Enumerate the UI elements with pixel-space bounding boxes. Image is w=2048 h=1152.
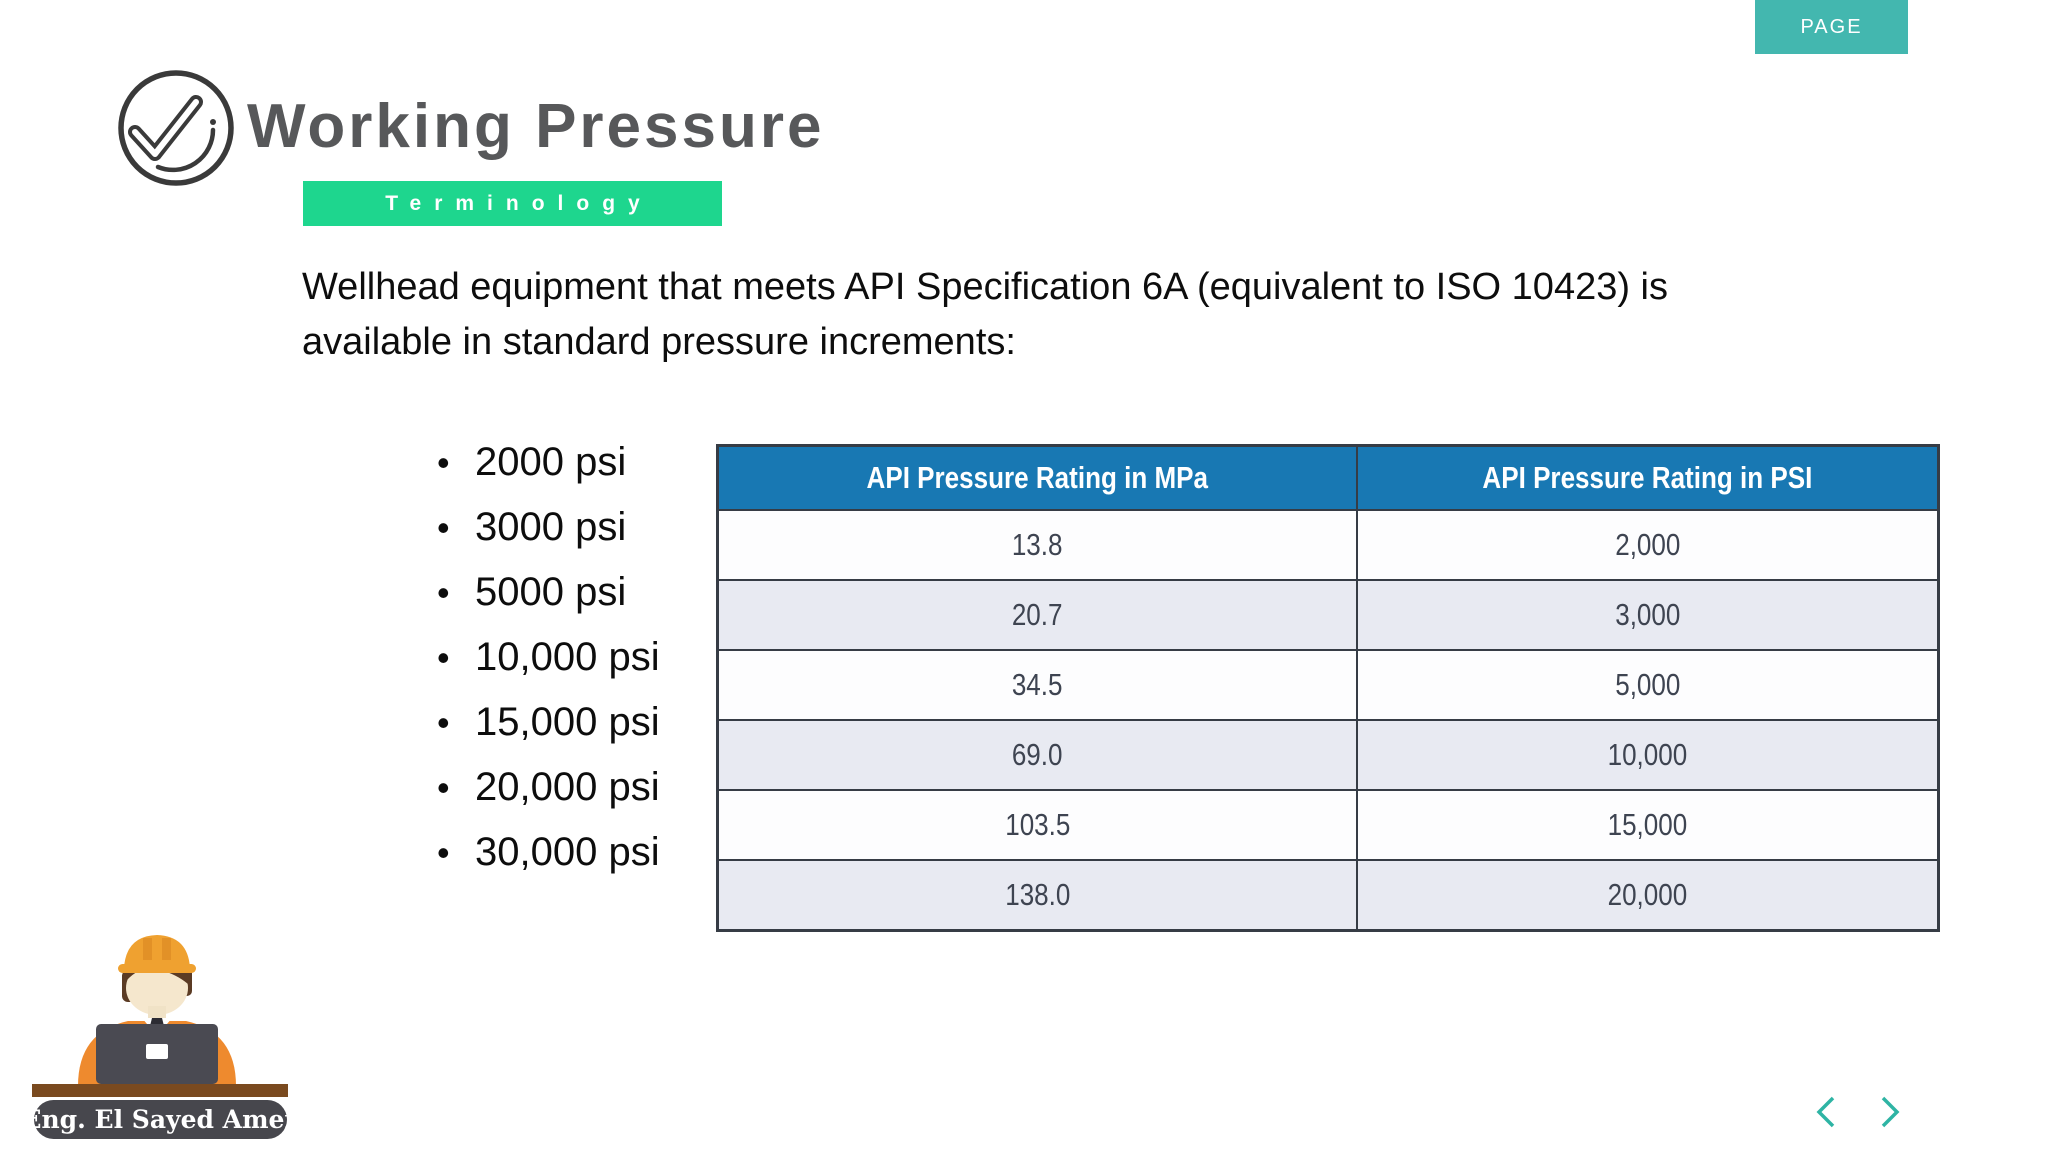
cell-value: 15,000: [1607, 807, 1688, 842]
cell-value: 20.7: [1012, 597, 1063, 632]
table-cell: 3,000: [1355, 579, 1940, 651]
author-badge-background: [34, 1100, 287, 1139]
list-item: 20,000 psi: [437, 755, 660, 820]
cell-value: 20,000: [1607, 877, 1688, 912]
list-item: 30,000 psi: [437, 820, 660, 885]
cell-value: 13.8: [1012, 527, 1063, 562]
table-cell: 20.7: [716, 579, 1358, 651]
cell-value: 138.0: [1004, 877, 1071, 912]
table-row: 34.5 5,000: [716, 649, 1940, 721]
table-cell: 13.8: [716, 509, 1358, 581]
table-cell: 34.5: [716, 649, 1358, 721]
table-header-row: API Pressure Rating in MPa API Pressure …: [716, 444, 1940, 511]
chevron-right-icon: [1881, 1096, 1900, 1128]
table-header-mpa: API Pressure Rating in MPa: [716, 444, 1358, 511]
table-row: 138.0 20,000: [716, 859, 1940, 932]
cell-value: 34.5: [1012, 667, 1063, 702]
prev-slide-button[interactable]: [1804, 1088, 1848, 1136]
table-cell: 20,000: [1355, 859, 1940, 932]
table-header-psi: API Pressure Rating in PSI: [1355, 444, 1940, 511]
page-button[interactable]: PAGE: [1755, 0, 1908, 54]
cell-value: 3,000: [1614, 597, 1681, 632]
page-title: Working Pressure: [247, 92, 825, 161]
list-item: 5000 psi: [437, 560, 660, 625]
author-badge: Eng. El Sayed Amer: [30, 1105, 290, 1134]
table-header-label: API Pressure Rating in PSI: [1482, 460, 1813, 495]
cell-value: 10,000: [1607, 737, 1688, 772]
next-slide-button[interactable]: [1868, 1088, 1912, 1136]
list-item: 15,000 psi: [437, 690, 660, 755]
table-cell: 10,000: [1355, 719, 1940, 791]
intro-text: Wellhead equipment that meets API Specif…: [302, 266, 1668, 363]
table-cell: 138.0: [716, 859, 1358, 932]
cell-value: 69.0: [1012, 737, 1063, 772]
table-cell: 69.0: [716, 719, 1358, 791]
table-row: 20.7 3,000: [716, 579, 1940, 651]
table-row: 69.0 10,000: [716, 719, 1940, 791]
engineer-avatar: Eng. El Sayed Amer: [30, 935, 290, 1139]
terminology-label: Terminology: [385, 191, 653, 215]
terminology-banner: Terminology: [303, 181, 722, 226]
list-item: 10,000 psi: [437, 625, 660, 690]
table-header-label: API Pressure Rating in MPa: [866, 460, 1209, 495]
table-row: 13.8 2,000: [716, 509, 1940, 581]
table-row: 103.5 15,000: [716, 789, 1940, 861]
cell-value: 2,000: [1614, 527, 1681, 562]
check-circle-icon: [118, 70, 234, 186]
pressure-table: API Pressure Rating in MPa API Pressure …: [716, 444, 1940, 932]
table-cell: 103.5: [716, 789, 1358, 861]
cell-value: 103.5: [1004, 807, 1071, 842]
list-item: 2000 psi: [437, 430, 660, 495]
pressure-list: 2000 psi 3000 psi 5000 psi 10,000 psi 15…: [437, 430, 660, 885]
table-cell: 2,000: [1355, 509, 1940, 581]
table-cell: 15,000: [1355, 789, 1940, 861]
cell-value: 5,000: [1614, 667, 1681, 702]
table-cell: 5,000: [1355, 649, 1940, 721]
list-item: 3000 psi: [437, 495, 660, 560]
chevron-left-icon: [1816, 1096, 1835, 1128]
